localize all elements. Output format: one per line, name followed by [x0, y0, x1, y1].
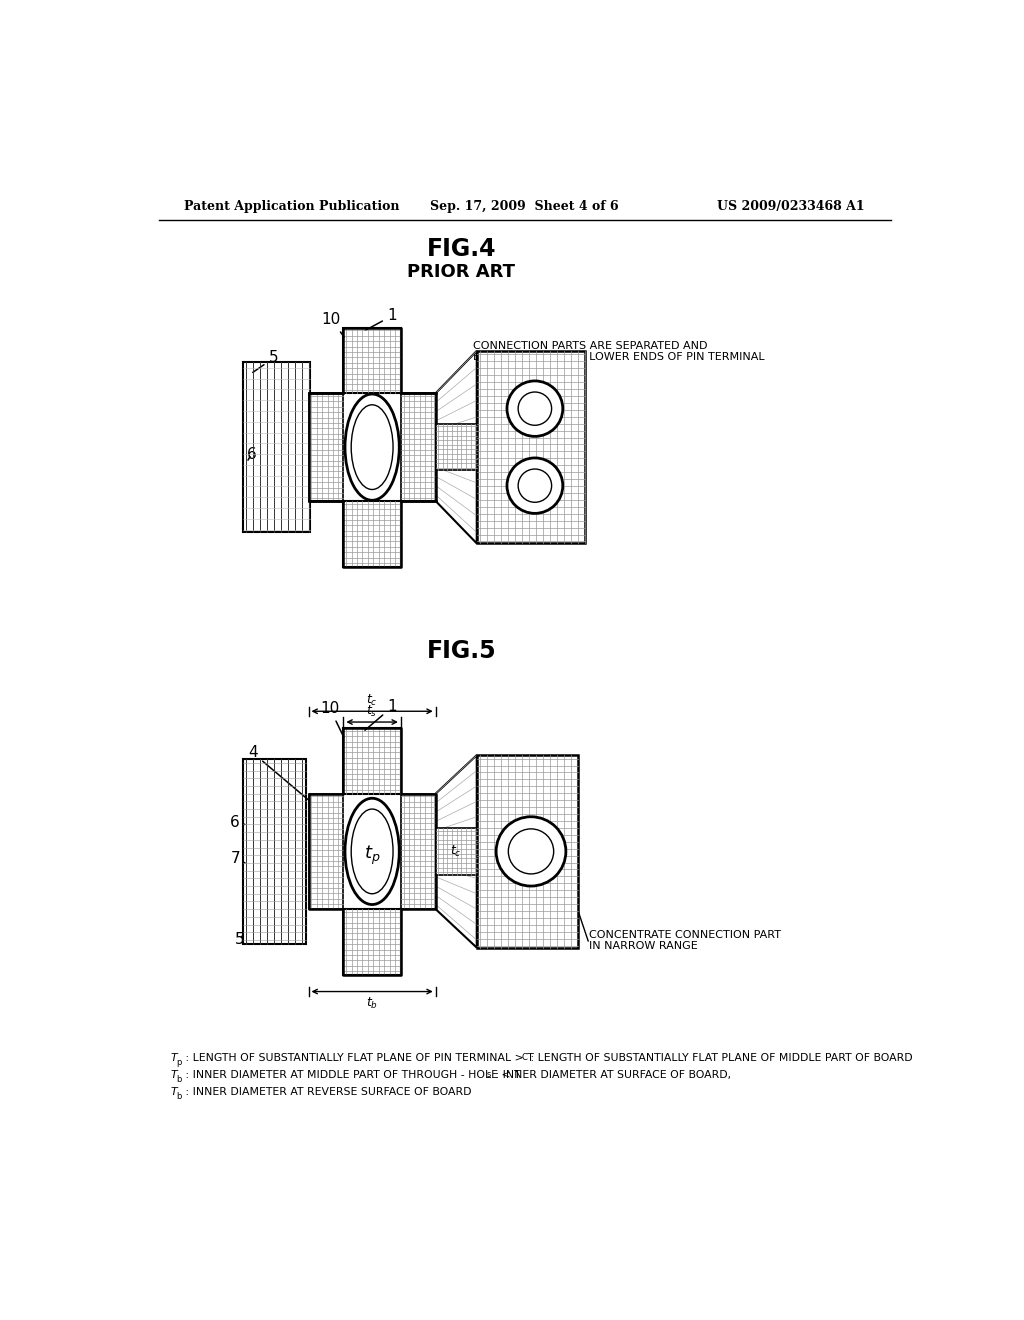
Bar	[400, 793, 435, 909]
Text: 5: 5	[234, 932, 245, 946]
Text: $t_b$: $t_b$	[367, 997, 378, 1011]
Text: Sep. 17, 2009  Sheet 4 of 6: Sep. 17, 2009 Sheet 4 of 6	[430, 199, 618, 213]
Text: s: s	[486, 1071, 492, 1078]
Polygon shape	[435, 351, 477, 544]
Text: $t_p$: $t_p$	[364, 843, 380, 867]
Text: Patent Application Publication: Patent Application Publication	[183, 199, 399, 213]
Text: FIG.5: FIG.5	[426, 639, 496, 663]
Text: CONNECTION PARTS ARE SEPARATED AND: CONNECTION PARTS ARE SEPARATED AND	[473, 341, 708, 351]
Text: 10: 10	[322, 312, 344, 337]
Text: FIG.4: FIG.4	[427, 238, 496, 261]
Circle shape	[518, 469, 552, 503]
Ellipse shape	[345, 393, 399, 500]
Text: p: p	[176, 1057, 181, 1067]
Text: : LENGTH OF SUBSTANTIALLY FLAT PLANE OF PIN TERMINAL > T: : LENGTH OF SUBSTANTIALLY FLAT PLANE OF …	[182, 1053, 534, 1063]
Circle shape	[518, 392, 552, 425]
Text: EXIST AT UPPERAND LOWER ENDS OF PIN TERMINAL: EXIST AT UPPERAND LOWER ENDS OF PIN TERM…	[473, 351, 765, 362]
Bar	[477, 755, 578, 948]
Text: 10: 10	[321, 701, 344, 738]
Circle shape	[507, 381, 563, 437]
Text: PRIOR ART: PRIOR ART	[408, 264, 515, 281]
Ellipse shape	[351, 809, 393, 894]
Bar	[308, 393, 343, 502]
Bar	[343, 502, 400, 566]
Text: $t_s$: $t_s$	[367, 704, 378, 719]
Bar	[343, 327, 400, 393]
Text: US 2009/0233468 A1: US 2009/0233468 A1	[717, 199, 864, 213]
Polygon shape	[308, 327, 435, 566]
Text: 7: 7	[230, 851, 245, 866]
Ellipse shape	[351, 405, 393, 490]
Polygon shape	[308, 729, 435, 974]
Text: 5: 5	[253, 350, 279, 372]
Bar	[343, 729, 400, 793]
Text: T: T	[171, 1053, 177, 1063]
Text: b: b	[176, 1074, 181, 1084]
Text: 6: 6	[247, 446, 256, 462]
Circle shape	[496, 817, 566, 886]
Text: T: T	[171, 1071, 177, 1080]
Text: : INNER DIAMETER AT MIDDLE PART OF THROUGH - HOLE < T: : INNER DIAMETER AT MIDDLE PART OF THROU…	[182, 1071, 521, 1080]
Bar	[435, 829, 477, 874]
Text: IN NARROW RANGE: IN NARROW RANGE	[589, 941, 698, 950]
Text: : INNER DIAMETER AT REVERSE SURFACE OF BOARD: : INNER DIAMETER AT REVERSE SURFACE OF B…	[182, 1088, 472, 1097]
Text: T: T	[171, 1088, 177, 1097]
Bar	[243, 759, 306, 944]
Text: $t_c$: $t_c$	[367, 693, 378, 708]
Bar	[477, 351, 586, 544]
Bar	[435, 424, 477, 470]
Bar	[308, 793, 343, 909]
Text: 6: 6	[230, 814, 245, 830]
Text: : LENGTH OF SUBSTANTIALLY FLAT PLANE OF MIDDLE PART OF BOARD: : LENGTH OF SUBSTANTIALLY FLAT PLANE OF …	[527, 1053, 912, 1063]
Bar	[243, 363, 310, 532]
Bar	[343, 909, 400, 974]
Polygon shape	[435, 755, 477, 948]
Text: b: b	[176, 1092, 181, 1101]
Text: $t_c$: $t_c$	[451, 843, 462, 859]
Text: 1: 1	[366, 308, 397, 330]
Text: 1: 1	[365, 700, 397, 730]
Bar	[400, 393, 435, 502]
Circle shape	[508, 829, 554, 874]
Ellipse shape	[345, 799, 399, 904]
Text: CONCENTRATE CONNECTION PART: CONCENTRATE CONNECTION PART	[589, 931, 781, 940]
Circle shape	[507, 458, 563, 513]
Text: C: C	[521, 1053, 527, 1063]
Text: 4: 4	[248, 746, 308, 800]
Text: : INNER DIAMETER AT SURFACE OF BOARD,: : INNER DIAMETER AT SURFACE OF BOARD,	[493, 1071, 731, 1080]
